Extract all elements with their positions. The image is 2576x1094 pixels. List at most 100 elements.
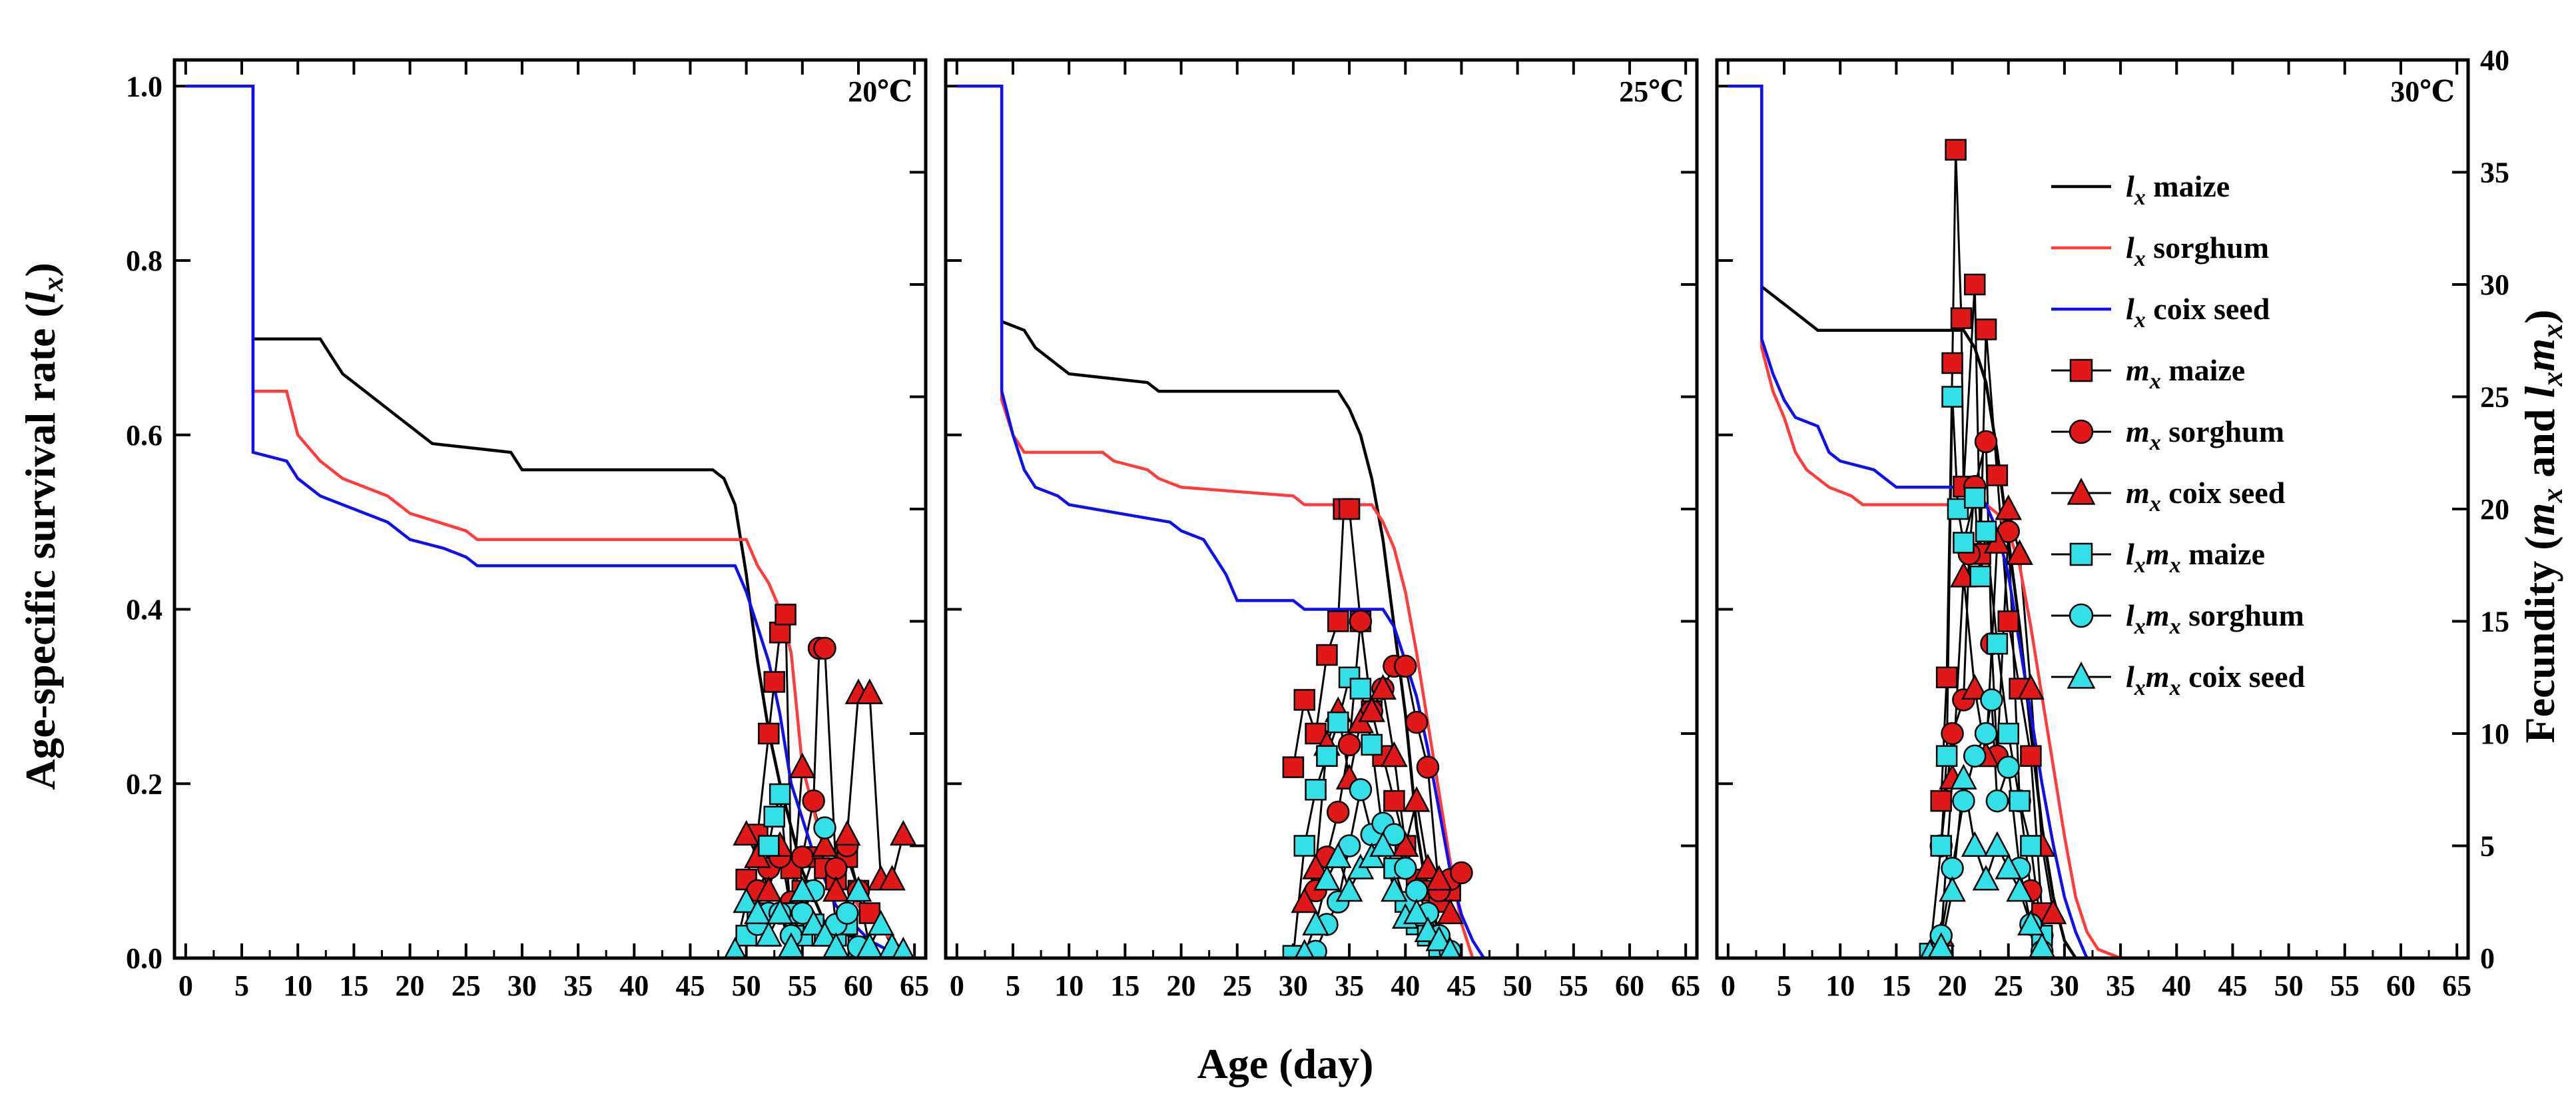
legend-marker: [2069, 358, 2093, 382]
legend-label: mx sorghum: [2126, 414, 2284, 455]
x-tick-label: 15: [339, 969, 368, 1002]
legend-label-sub: x: [2149, 492, 2161, 516]
lxmx-coix-point: [1403, 898, 1431, 925]
x-tick-label: 40: [2162, 969, 2191, 1002]
y-right-tick-label: 0: [2480, 942, 2495, 975]
y-left-tick-label: 0.4: [126, 594, 162, 626]
mx-sorghum-point: [1327, 800, 1350, 824]
x-tick-label: 15: [1110, 969, 1139, 1002]
legend-label-var: l: [2126, 292, 2134, 326]
mx-sorghum-point: [1405, 710, 1429, 734]
y-left-tick-label: 0.6: [126, 419, 162, 452]
mx-coix-point: [2017, 674, 2045, 700]
legend-label: lxmx maize: [2126, 537, 2265, 578]
y-axis-left-title: Age-specific survival rate (lx): [17, 263, 69, 790]
legend-label-var: l: [2126, 660, 2134, 694]
x-tick-label: 65: [2442, 969, 2471, 1002]
lxmx-maize-point: [2009, 790, 2031, 812]
lxmx-maize-point: [1935, 745, 1958, 767]
lxmx-sorghum-point: [1980, 688, 2003, 712]
y-left-title-sub: x: [37, 277, 69, 292]
x-tick-label: 5: [1006, 969, 1020, 1002]
x-tick-label: 25: [452, 969, 481, 1002]
x-tick-label: 45: [2218, 969, 2247, 1002]
legend-marker: [2067, 477, 2096, 505]
x-tick-label: 40: [1391, 969, 1420, 1002]
legend-label-sub2: x: [2169, 553, 2181, 578]
mx-sorghum-point: [1974, 430, 1998, 454]
lxmx-coix-point: [1381, 875, 1408, 902]
y-left-tick-label: 0.2: [126, 768, 162, 800]
mx-maize-point: [769, 622, 791, 644]
x-tick-label: 65: [900, 969, 929, 1002]
x-tick-label: 60: [2386, 969, 2415, 1002]
x-tick-label: 10: [1825, 969, 1855, 1002]
mx-coix-point: [1995, 494, 2023, 520]
mx-maize-point: [763, 671, 785, 693]
mx-sorghum-point: [1349, 610, 1373, 633]
x-tick-label: 35: [1335, 969, 1364, 1002]
x-tick-label: 35: [563, 969, 593, 1002]
lxmx-coix-point: [766, 898, 794, 925]
legend-marker: [2069, 542, 2093, 566]
lxmx-maize-point: [1986, 632, 2009, 655]
y-right-title-close: ): [2516, 310, 2563, 324]
legend-label-sub: x: [2149, 369, 2161, 394]
panel-2: 0 5 10 15 20 25 30 35 40 45 50 55 60 65 0 5 10 15 20 25 30 35…: [1715, 44, 2509, 1002]
mx-coix-point: [856, 678, 884, 704]
lxmx-maize-point: [2020, 835, 2042, 857]
mx-maize-point: [1950, 307, 1973, 329]
lxmx-coix-point: [1983, 831, 2011, 857]
x-tick-label: 35: [2106, 969, 2135, 1002]
panel-1: 0 5 10 15 20 25 30 35 40 45 50 55 60 65 25℃: [944, 58, 1700, 1002]
lxmx-coix-point: [811, 921, 838, 947]
lx-sorghum-line: [1728, 85, 2121, 958]
plot-area-2: [1728, 85, 2121, 958]
y-right-title-m2: m: [2516, 338, 2563, 372]
lxmx-coix-point: [733, 887, 760, 913]
lxmx-coix-point: [789, 875, 816, 902]
mx-sorghum-point: [1394, 654, 1417, 678]
y-right-tick-label: 25: [2480, 381, 2509, 414]
y-right-tick-label: 30: [2480, 269, 2509, 301]
mx-coix-point: [1437, 898, 1464, 925]
legend-label-var2: m: [2146, 660, 2170, 694]
y-left-tick-label: 0.0: [126, 942, 162, 975]
legend-label: mx coix seed: [2126, 476, 2286, 516]
lxmx-coix-point: [1439, 936, 1462, 958]
lxmx-coix-point: [844, 875, 872, 902]
legend-label-host: sorghum: [2161, 414, 2284, 448]
legend-label-sub: x: [2134, 553, 2146, 578]
lxmx-maize-point: [763, 806, 785, 827]
x-tick-label: 5: [1777, 969, 1791, 1002]
y-left-title-main: Age-specific survival rate (: [17, 303, 64, 790]
lxmx-maize-point: [1305, 779, 1327, 801]
mx-coix-point: [1414, 853, 1442, 879]
legend-label: mx maize: [2126, 353, 2245, 394]
legend-label-var: m: [2126, 414, 2150, 448]
lxmx-maize-point: [1349, 678, 1372, 700]
panel-0: 0 5 10 15 20 25 30 35 40 45 50 55 60 65 0.0 0.2 0.4 0.6 0.…: [126, 58, 929, 1002]
lxmx-coix-point: [1425, 925, 1453, 951]
lxmx-sorghum-point: [1349, 778, 1373, 802]
mx-maize-point: [1986, 464, 2009, 486]
mx-coix-point: [811, 831, 838, 857]
mx-coix-point: [2006, 539, 2033, 565]
x-axis-title: Age (day): [1197, 1040, 1374, 1087]
mx-maize-point: [1383, 790, 1405, 812]
y-left-tick-label: 0.8: [126, 245, 162, 277]
x-tick-label: 0: [950, 969, 964, 1002]
lxmx-coix-point: [1950, 764, 1977, 790]
mx-coix-point: [1302, 853, 1329, 879]
legend-label-host: sorghum: [2146, 231, 2269, 265]
y-right-title-main: Fecundity (: [2516, 536, 2563, 743]
x-tick-label: 45: [1447, 969, 1476, 1002]
mx-maize-point: [775, 604, 797, 626]
legend-label: lxmx coix seed: [2126, 660, 2305, 700]
legend-label: lx coix seed: [2126, 292, 2270, 332]
lxmx-maize-point: [1997, 722, 2019, 745]
legend-label-host: maize: [2146, 169, 2230, 203]
y-right-title-l: l: [2516, 386, 2563, 398]
lxmx-coix-point: [1294, 939, 1315, 958]
panel-frame: [1715, 58, 2470, 960]
